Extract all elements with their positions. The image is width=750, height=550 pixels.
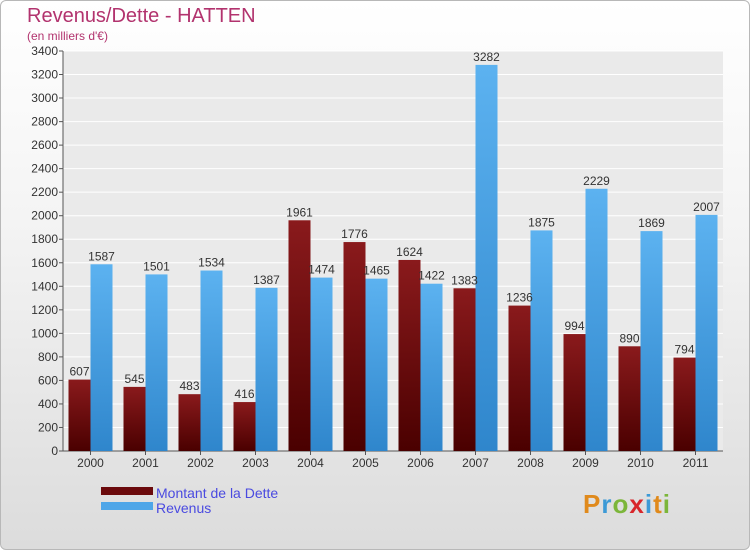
- bar-dette: [398, 259, 421, 451]
- bar-dette: [563, 334, 586, 451]
- logo-letter: i: [662, 489, 671, 519]
- x-tick-label: 2002: [187, 456, 214, 470]
- y-tick-label: 3400: [31, 44, 58, 58]
- y-tick-label: 3200: [31, 68, 58, 82]
- y-tick-label: 1600: [31, 256, 58, 270]
- y-tick-label: 1800: [31, 232, 58, 246]
- data-label-dette: 607: [69, 365, 89, 379]
- y-tick-label: 1400: [31, 279, 58, 293]
- x-tick-label: 2004: [297, 456, 324, 470]
- data-label-revenus: 1474: [308, 263, 335, 277]
- data-label-dette: 890: [619, 331, 639, 345]
- data-label-revenus: 1534: [198, 256, 225, 270]
- y-tick-label: 0: [51, 444, 58, 458]
- x-tick-label: 2008: [517, 456, 544, 470]
- chart-subtitle: (en milliers d'€): [27, 29, 108, 43]
- legend-swatch-revenus: [101, 502, 153, 510]
- bar-dette: [343, 242, 366, 451]
- data-label-revenus: 1869: [638, 216, 665, 230]
- bar-revenus: [145, 274, 168, 451]
- y-tick-label: 2600: [31, 138, 58, 152]
- y-tick-label: 2800: [31, 115, 58, 129]
- bar-dette: [508, 305, 531, 451]
- x-tick-label: 2006: [407, 456, 434, 470]
- bar-revenus: [90, 264, 113, 451]
- bar-revenus: [365, 278, 388, 451]
- bar-dette: [618, 346, 641, 451]
- data-label-revenus: 2229: [583, 174, 610, 188]
- bar-revenus: [255, 287, 278, 451]
- proxiti-logo: Proxiti: [583, 489, 671, 520]
- bar-revenus: [530, 230, 553, 451]
- y-tick-label: 1000: [31, 326, 58, 340]
- x-tick-label: 2003: [242, 456, 269, 470]
- legend-label-debt: Montant de la Dette: [156, 485, 279, 501]
- legend-label-revenus: Revenus: [156, 500, 212, 516]
- x-tick-label: 2010: [627, 456, 654, 470]
- y-tick-label: 600: [38, 373, 58, 387]
- data-label-dette: 1961: [286, 205, 313, 219]
- x-tick-label: 2007: [462, 456, 489, 470]
- data-label-dette: 1776: [341, 227, 368, 241]
- bar-revenus: [310, 277, 333, 451]
- y-tick-label: 800: [38, 350, 58, 364]
- bar-dette: [178, 394, 201, 451]
- data-label-revenus: 1587: [88, 249, 115, 263]
- x-tick-label: 2009: [572, 456, 599, 470]
- bar-dette: [288, 220, 311, 451]
- data-label-revenus: 1501: [143, 259, 170, 273]
- x-tick-label: 2011: [683, 456, 709, 470]
- x-tick-label: 2000: [77, 456, 104, 470]
- logo-letter: o: [612, 489, 630, 519]
- bar-dette: [123, 386, 146, 451]
- data-label-dette: 1624: [396, 245, 423, 259]
- plot-area: [63, 51, 723, 451]
- y-tick-label: 3000: [31, 91, 58, 105]
- data-label-revenus: 1387: [253, 273, 280, 287]
- y-tick-label: 1200: [31, 303, 58, 317]
- data-label-dette: 1236: [506, 291, 533, 305]
- bar-revenus: [585, 188, 608, 451]
- y-tick-label: 200: [38, 420, 58, 434]
- data-label-revenus: 3282: [473, 50, 500, 64]
- bar-dette: [68, 379, 91, 451]
- y-tick-label: 2000: [31, 209, 58, 223]
- y-tick-label: 2400: [31, 162, 58, 176]
- bar-dette: [673, 357, 696, 451]
- y-tick-label: 2200: [31, 185, 58, 199]
- bar-dette: [453, 288, 476, 451]
- data-label-dette: 1383: [451, 273, 478, 287]
- bar-revenus: [695, 214, 718, 451]
- bar-revenus: [200, 270, 223, 451]
- bar-revenus: [420, 283, 443, 451]
- data-label-dette: 416: [234, 387, 254, 401]
- legend-swatch-debt: [101, 487, 153, 495]
- data-label-revenus: 1465: [363, 264, 390, 278]
- x-tick-label: 2005: [352, 456, 379, 470]
- bar-revenus: [475, 64, 498, 451]
- logo-letter: i: [644, 489, 654, 519]
- logo-letter: x: [629, 489, 645, 519]
- data-label-revenus: 1422: [418, 269, 445, 283]
- data-label-revenus: 2007: [693, 200, 720, 214]
- data-label-revenus: 1875: [528, 215, 555, 229]
- data-label-dette: 545: [124, 372, 144, 386]
- y-tick-label: 400: [38, 397, 58, 411]
- data-label-dette: 994: [564, 319, 584, 333]
- bar-revenus: [640, 231, 663, 451]
- logo-letter: t: [653, 489, 663, 519]
- logo-letter: r: [601, 489, 613, 519]
- data-label-dette: 794: [674, 343, 694, 357]
- data-label-dette: 483: [179, 379, 199, 393]
- bar-dette: [233, 402, 256, 451]
- chart-title: Revenus/Dette - HATTEN: [27, 5, 256, 27]
- x-tick-label: 2001: [132, 456, 159, 470]
- logo-letter: P: [583, 489, 602, 519]
